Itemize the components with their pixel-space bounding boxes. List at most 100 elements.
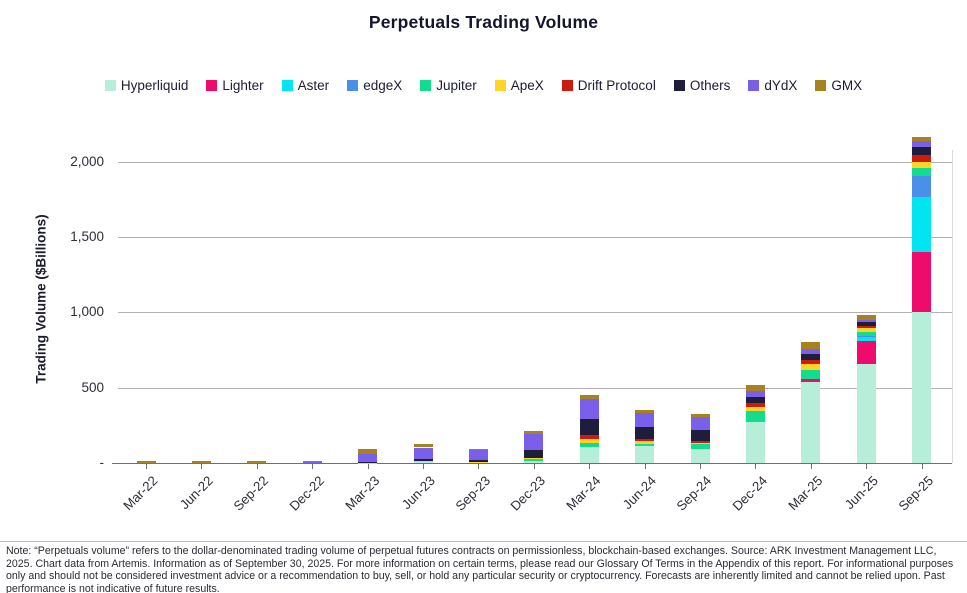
x-tick-mark	[423, 464, 424, 469]
bar-segment-jupiter	[912, 167, 932, 177]
x-tick-label: Mar-24	[563, 473, 604, 514]
chart-legend: Hyperliquid Lighter Aster edgeX Jupiter ApeX D…	[0, 78, 967, 93]
bar-segment-hyperliquid	[690, 448, 710, 463]
bar-segment-jupiter	[745, 411, 765, 423]
bar-segment-gmx	[635, 409, 655, 413]
legend-item: edgeX	[347, 78, 402, 93]
bar-segment-dydx	[413, 447, 433, 459]
x-tick-mark	[921, 464, 923, 469]
legend-swatch-icon	[561, 80, 573, 91]
x-tick-mark	[533, 464, 535, 469]
bar-segment-edgex	[856, 335, 876, 337]
bar-segment-drift-protocol	[912, 155, 932, 162]
bar	[302, 460, 322, 463]
bar-segment-gmx	[745, 385, 765, 391]
x-tick-label: Mar-25	[785, 473, 826, 514]
bar-segment-jupiter	[635, 443, 655, 447]
legend-label: Others	[689, 78, 731, 93]
gridline	[118, 237, 952, 239]
bar-segment-others	[635, 427, 655, 439]
x-tick-label: Sep-22	[230, 473, 272, 514]
bar-segment-gmx	[468, 448, 488, 451]
bar-segment-others	[524, 449, 544, 458]
bar-segment-jupiter	[690, 444, 710, 449]
x-tick-label: Sep-24	[673, 473, 715, 514]
x-tick-label: Dec-23	[507, 473, 549, 514]
legend-item: Aster	[281, 78, 330, 93]
x-tick-mark	[146, 464, 147, 469]
bar-segment-others	[856, 321, 876, 327]
legend-item: Drift Protocol	[561, 78, 656, 93]
bar	[468, 448, 488, 463]
bar-segment-hyperliquid	[524, 460, 544, 463]
plot-right-border	[952, 149, 953, 463]
bar-segment-gmx	[136, 461, 156, 463]
x-tick-label: Mar-23	[342, 473, 383, 514]
legend-swatch-icon	[815, 80, 827, 91]
legend-item: Jupiter	[420, 78, 477, 93]
bar	[912, 136, 932, 463]
bar-segment-edgex	[912, 176, 932, 198]
legend-swatch-icon	[673, 80, 685, 91]
bar	[690, 413, 710, 463]
legend-swatch-icon	[206, 80, 218, 91]
x-tick-mark	[755, 464, 757, 469]
bar-segment-lighter	[912, 252, 932, 313]
y-tick-label: 1,500	[70, 229, 104, 245]
bar	[856, 315, 876, 463]
bar-segment-dydx	[635, 412, 655, 428]
bar-segment-apex	[745, 406, 765, 412]
x-tick-mark	[700, 464, 701, 469]
footnote: Note: “Perpetuals volume” refers to the …	[0, 541, 967, 593]
legend-item: GMX	[815, 78, 862, 93]
bar-segment-drift-protocol	[745, 402, 765, 407]
x-tick-mark	[256, 464, 258, 469]
legend-swatch-icon	[420, 80, 432, 91]
legend-swatch-icon	[748, 80, 760, 91]
bar-segment-others	[579, 419, 599, 435]
bar	[191, 461, 211, 463]
bar	[247, 460, 267, 463]
legend-item: Lighter	[206, 78, 264, 93]
bar	[358, 449, 378, 463]
legend-swatch-icon	[494, 80, 506, 91]
bar-segment-gmx	[413, 444, 433, 448]
bar-segment-drift-protocol	[856, 326, 876, 329]
bar-segment-drift-protocol	[690, 440, 710, 443]
bar	[524, 431, 544, 463]
bar-segment-jupiter	[579, 442, 599, 448]
x-tick-label: Dec-24	[729, 473, 771, 514]
bar-segment-others	[358, 461, 378, 463]
x-tick-mark	[478, 464, 480, 469]
legend-label: edgeX	[363, 78, 403, 93]
legend-item: ApeX	[494, 78, 544, 93]
bar	[801, 342, 821, 463]
bar-segment-apex	[856, 328, 876, 332]
bar-segment-hyperliquid	[912, 312, 932, 463]
bar-segment-gmx	[912, 136, 932, 142]
bar-segment-drift-protocol	[801, 360, 821, 364]
bar-segment-jupiter	[801, 369, 821, 380]
bar	[635, 409, 655, 463]
legend-swatch-icon	[104, 80, 116, 91]
x-tick-mark	[644, 464, 646, 469]
y-tick-label: 2,000	[70, 153, 104, 169]
legend-label: ApeX	[510, 78, 544, 93]
bar-segment-aster	[912, 197, 932, 253]
legend-label: Aster	[297, 78, 330, 93]
x-tick-label: Jun-25	[841, 473, 881, 513]
y-tick-label: 500	[81, 379, 104, 395]
legend-label: Jupiter	[436, 78, 477, 93]
bar-segment-hyperliquid	[856, 364, 876, 463]
bar-segment-apex	[524, 457, 544, 460]
x-tick-mark	[866, 464, 868, 469]
legend-item: dYdX	[748, 78, 797, 93]
bar-segment-apex	[413, 460, 433, 462]
x-tick-label: Sep-23	[452, 473, 494, 514]
bar-segment-dydx	[358, 453, 378, 462]
bar-segment-drift-protocol	[579, 434, 599, 440]
legend-label: Drift Protocol	[577, 78, 656, 93]
y-tick-label: -	[99, 455, 105, 470]
legend-item: Others	[673, 78, 731, 93]
